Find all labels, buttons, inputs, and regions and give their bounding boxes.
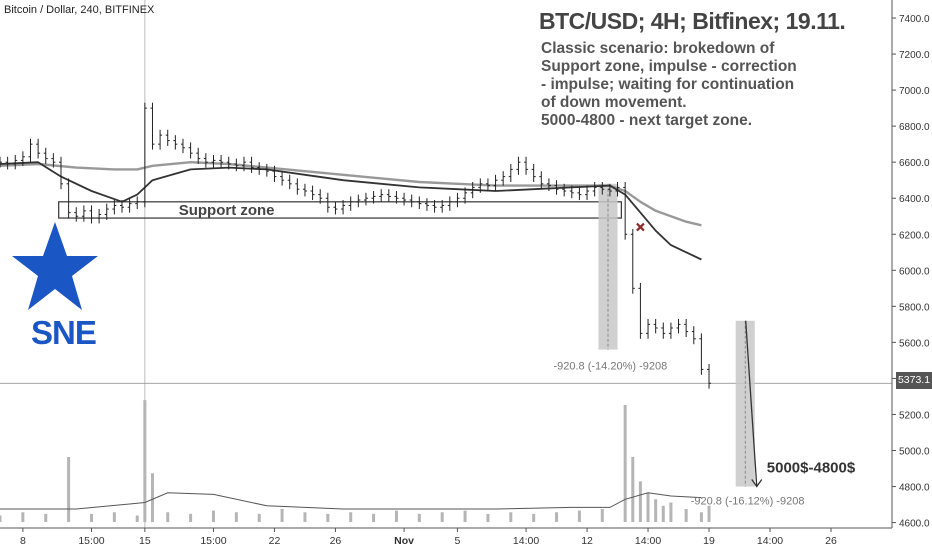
support-zone-box — [58, 201, 622, 219]
description-line: Support zone, impulse - correction — [541, 58, 797, 75]
description-line: of down movement. — [541, 94, 687, 111]
x-tick-label: 14:00 — [635, 535, 661, 547]
volume-bar — [631, 457, 635, 522]
y-tick-label: 6000.0 — [899, 266, 930, 277]
volume-bar — [211, 510, 215, 522]
x-tick-label: 5 — [455, 535, 461, 547]
volume-bar — [600, 509, 604, 522]
x-tick-label: Nov — [394, 535, 414, 547]
volume-bar — [143, 400, 147, 522]
volume-bar — [661, 505, 665, 522]
volume-bar — [532, 513, 536, 522]
overlays — [58, 183, 763, 488]
volume-bar — [699, 512, 703, 522]
volume-bar — [303, 512, 307, 522]
volume-bar — [707, 505, 711, 522]
chart-headline: BTC/USD; 4H; Bitfinex; 19.11. — [539, 8, 846, 34]
volume-bar — [150, 473, 154, 522]
volume-bar — [638, 481, 642, 522]
symbol-label: Bitcoin / Dollar, 240, BITFINEX — [4, 4, 155, 16]
target-label: 5000$-4800$ — [767, 460, 856, 477]
x-tick-label: 15:00 — [200, 535, 226, 547]
volume-bar — [135, 515, 139, 522]
volume-ma-line — [0, 492, 702, 510]
volume-bar — [509, 512, 513, 522]
x-tick-label: 8 — [20, 535, 26, 547]
volume-bars — [0, 400, 711, 522]
volume-bar — [684, 509, 688, 522]
volume-bar — [112, 512, 116, 522]
y-tick-label: 6800.0 — [899, 122, 930, 133]
y-tick-label: 7400.0 — [899, 14, 930, 25]
volume-bar — [577, 510, 581, 522]
measure-1-label: -920.8 (-14.20%) -9208 — [553, 361, 667, 373]
volume-bar — [349, 512, 353, 522]
volume-bar — [0, 515, 2, 522]
volume-bar — [394, 510, 398, 522]
volume-bar — [21, 512, 25, 522]
y-tick-label: 5800.0 — [899, 302, 930, 313]
description-line: 5000-4800 - next target zone. — [541, 112, 753, 129]
price-series — [0, 102, 712, 389]
volume-bar — [669, 502, 673, 522]
cross-icon — [636, 222, 645, 232]
volume-bar — [463, 510, 467, 522]
volume-bar — [646, 492, 650, 522]
ma-slow-line — [0, 161, 702, 227]
volume-bar — [67, 457, 71, 522]
x-tick-label: 22 — [269, 535, 281, 547]
x-tick-label: 12 — [581, 535, 593, 547]
volume-bar — [326, 513, 330, 522]
volume-bar — [440, 512, 444, 522]
projection-line — [745, 320, 758, 487]
volume-bar — [280, 509, 284, 522]
y-tick-label: 4600.0 — [899, 519, 930, 530]
volume-bar — [234, 512, 238, 522]
chart-description: Classic scenario: brokedown of Support z… — [541, 40, 841, 130]
volume-bar — [189, 513, 193, 522]
y-tick-label: 5000.0 — [899, 447, 930, 458]
y-tick-label: 5200.0 — [899, 410, 930, 421]
y-tick-label: 7200.0 — [899, 50, 930, 61]
ma-fast-line — [0, 161, 702, 261]
volume-bar — [654, 499, 658, 522]
x-tick-label: 14:00 — [757, 535, 783, 547]
projection-arrow — [751, 479, 763, 488]
x-tick-label: 19 — [703, 535, 715, 547]
volume-bar — [166, 512, 170, 522]
last-price-tag: 5373.1 — [896, 372, 932, 389]
description-line: Classic scenario: brokedown of — [541, 40, 775, 57]
x-tick-label: 15 — [139, 535, 151, 547]
volume-bar — [623, 405, 627, 522]
volume-bar — [257, 513, 261, 522]
x-tick-label: 14:00 — [513, 535, 539, 547]
volume-bar — [89, 513, 93, 522]
x-tick-label: 26 — [825, 535, 837, 547]
y-tick-label: 7000.0 — [899, 86, 930, 97]
y-tick-label: 6600.0 — [899, 158, 930, 169]
y-tick-label: 4800.0 — [899, 483, 930, 494]
volume-bar — [555, 512, 559, 522]
measure-2-label: -920.8 (-16.12%) -9208 — [691, 496, 805, 508]
y-tick-label: 5600.0 — [899, 338, 930, 349]
volume-bar — [44, 513, 48, 522]
star-icon — [12, 222, 98, 310]
volume-bar — [417, 513, 421, 522]
support-zone-label: Support zone — [179, 202, 275, 219]
y-tick-label: 6200.0 — [899, 230, 930, 241]
description-line: - impulse; waiting for continuation — [541, 76, 795, 93]
x-tick-label: 26 — [330, 535, 342, 547]
annotations: Support zone -920.8 (-14.20%) -9208 -920.8… — [179, 202, 856, 508]
volume-bar — [486, 513, 490, 522]
volume-bar — [372, 513, 376, 522]
y-tick-label: 6400.0 — [899, 194, 930, 205]
logo-text: SNE — [31, 314, 97, 351]
x-tick-label: 15:00 — [78, 535, 104, 547]
